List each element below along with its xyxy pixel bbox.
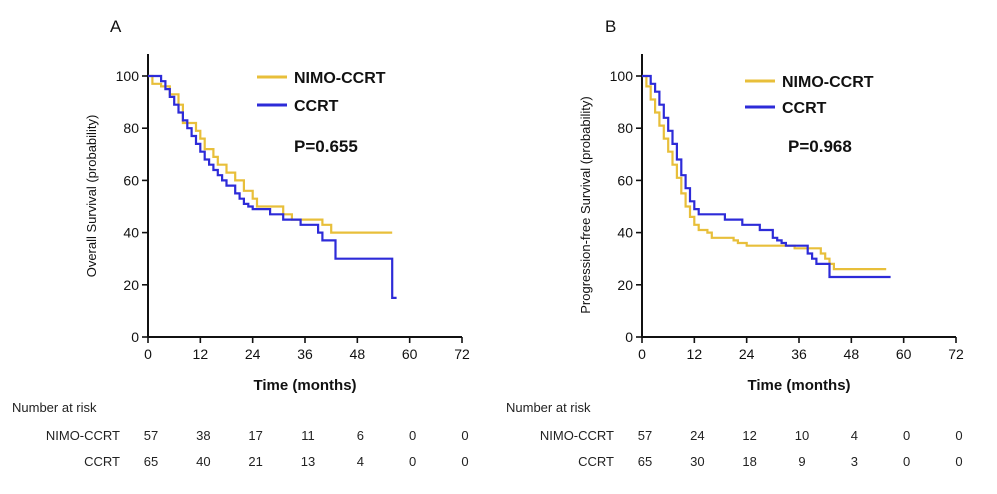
risk-count: 24 (690, 428, 704, 443)
x-tick-label: 12 (687, 346, 703, 362)
x-tick-label: 0 (638, 346, 646, 362)
y-axis-title: Overall Survival (probability) (84, 115, 99, 278)
y-tick-label: 20 (617, 277, 633, 293)
y-tick-label: 100 (610, 68, 634, 84)
y-tick-label: 80 (617, 120, 633, 136)
x-tick-label: 24 (245, 346, 261, 362)
risk-count: 38 (196, 428, 210, 443)
x-tick-label: 24 (739, 346, 755, 362)
series-curve-nimo-ccrt (148, 74, 393, 234)
x-tick-label: 36 (297, 346, 313, 362)
y-tick-label: 80 (123, 120, 139, 136)
x-tick-label: 60 (402, 346, 418, 362)
risk-count: 10 (795, 428, 809, 443)
y-tick-label: 60 (617, 172, 633, 188)
x-axis-title: Time (months) (253, 377, 356, 394)
y-tick-label: 40 (123, 225, 139, 241)
risk-count: 9 (798, 454, 805, 469)
risk-count: 0 (409, 428, 416, 443)
y-tick-label: 0 (625, 329, 633, 345)
x-tick-label: 72 (948, 346, 964, 362)
risk-count: 4 (851, 428, 858, 443)
y-tick-label: 100 (116, 68, 140, 84)
risk-row-label: NIMO-CCRT (540, 428, 614, 443)
risk-row-label: CCRT (84, 454, 120, 469)
risk-count: 0 (903, 428, 910, 443)
risk-table-title: Number at risk (12, 400, 97, 415)
risk-count: 12 (742, 428, 756, 443)
risk-count: 65 (638, 454, 652, 469)
x-tick-label: 48 (350, 346, 366, 362)
x-tick-label: 72 (454, 346, 470, 362)
legend-label: CCRT (782, 100, 827, 117)
legend-label: CCRT (294, 98, 339, 115)
risk-count: 57 (638, 428, 652, 443)
risk-row-label: CCRT (578, 454, 614, 469)
risk-count: 17 (248, 428, 262, 443)
x-tick-label: 0 (144, 346, 152, 362)
legend-label: NIMO-CCRT (782, 74, 874, 91)
risk-count: 6 (357, 428, 364, 443)
y-tick-label: 40 (617, 225, 633, 241)
risk-count: 3 (851, 454, 858, 469)
risk-count: 21 (248, 454, 262, 469)
x-axis-title: Time (months) (747, 377, 850, 394)
risk-count: 0 (409, 454, 416, 469)
series-curve-nimo-ccrt (642, 74, 887, 271)
p-value-label: P=0.968 (788, 137, 852, 156)
y-axis-title: Progression-free Survival (probability) (578, 96, 593, 313)
panel-label: B (605, 17, 616, 36)
risk-count: 65 (144, 454, 158, 469)
series-curve-ccrt (642, 74, 891, 279)
risk-count: 0 (955, 428, 962, 443)
y-tick-label: 60 (123, 172, 139, 188)
risk-row-label: NIMO-CCRT (46, 428, 120, 443)
risk-count: 30 (690, 454, 704, 469)
risk-count: 13 (301, 454, 315, 469)
y-tick-label: 20 (123, 277, 139, 293)
y-tick-label: 0 (131, 329, 139, 345)
risk-count: 0 (903, 454, 910, 469)
risk-count: 57 (144, 428, 158, 443)
risk-count: 11 (301, 428, 315, 443)
x-tick-label: 36 (791, 346, 807, 362)
x-tick-label: 48 (844, 346, 860, 362)
risk-count: 0 (955, 454, 962, 469)
risk-count: 4 (357, 454, 364, 469)
x-tick-label: 60 (896, 346, 912, 362)
risk-table-title: Number at risk (506, 400, 591, 415)
risk-count: 18 (742, 454, 756, 469)
risk-count: 40 (196, 454, 210, 469)
risk-count: 0 (461, 428, 468, 443)
x-tick-label: 12 (193, 346, 209, 362)
legend-label: NIMO-CCRT (294, 70, 386, 87)
p-value-label: P=0.655 (294, 137, 358, 156)
series-curve-ccrt (148, 74, 397, 299)
panel-label: A (110, 17, 122, 36)
risk-count: 0 (461, 454, 468, 469)
